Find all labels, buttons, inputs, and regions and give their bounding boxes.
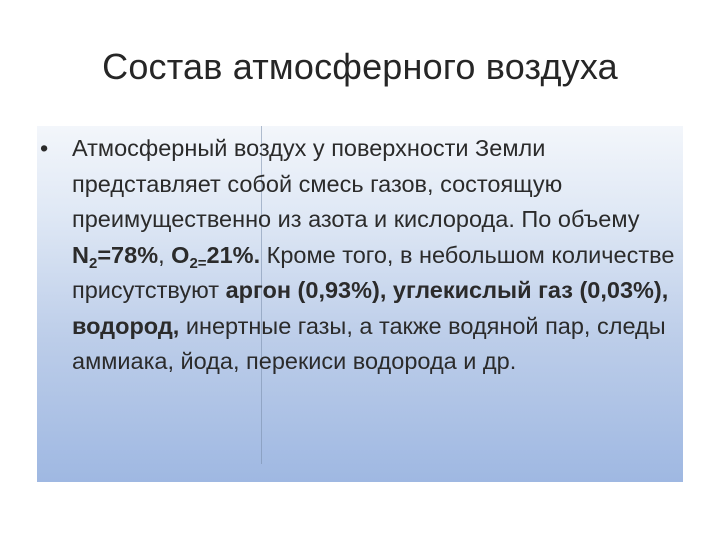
nitrogen-symbol: N [72,241,89,268]
bullet-paragraph: Атмосферный воздух у поверхности Земли п… [72,131,680,380]
paragraph-text-end: инертные газы, а также водяной пар, след… [72,312,666,375]
oxygen-subscript: 2= [189,254,207,272]
panel-divider-line [261,126,262,464]
gases-highlight: аргон (0,93%), углекислый газ (0,03%), в… [72,277,669,339]
bullet-icon: • [40,135,49,161]
nitrogen-subscript: 2 [88,254,98,272]
paragraph-separator: , [158,241,172,268]
oxygen-value: 21%. [206,241,261,268]
slide-title: Состав атмосферного воздуха [102,46,618,87]
paragraph-text-middle: Кроме того, в небольшом количестве прису… [72,241,675,304]
oxygen-symbol: O [171,241,190,268]
nitrogen-value: =78% [97,241,159,268]
content-panel [37,126,683,482]
paragraph-text-intro: Атмосферный воздух у поверхности Земли п… [72,135,640,232]
